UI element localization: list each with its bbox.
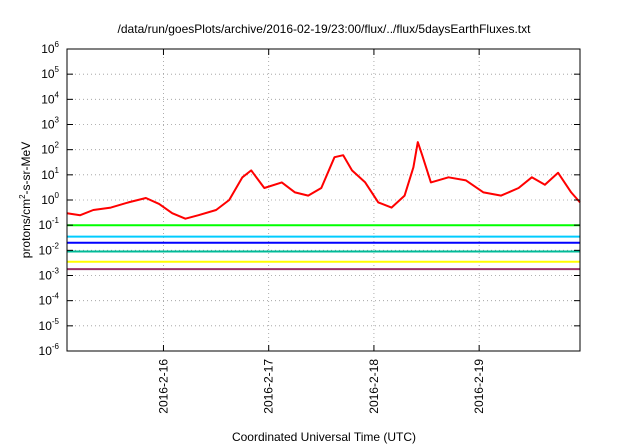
y-tick-label: 10-4 (39, 292, 60, 308)
y-tick-label: 10-3 (39, 267, 60, 283)
series-line-1 (66, 141, 581, 220)
y-tick-label: 10-1 (39, 216, 60, 232)
y-tick-label: 10-5 (39, 317, 60, 333)
y-axis-title-rest: -s-sr-MeV (19, 142, 33, 195)
y-tick-label: 103 (41, 116, 59, 132)
chart-title: /data/run/goesPlots/archive/2016-02-19/2… (118, 22, 532, 36)
series-lines (66, 141, 581, 271)
y-axis-title: protons/cm2-s-sr-MeV (18, 142, 33, 258)
x-tick-label: 2016-2-17 (262, 359, 276, 414)
y-tick-label: 10-2 (39, 241, 60, 257)
x-tick-label: 2016-2-19 (472, 359, 486, 414)
y-axis-title-exponent: 2 (18, 194, 27, 199)
y-tick-label: 105 (41, 65, 59, 81)
y-tick-label: 102 (41, 141, 59, 157)
y-tick-label: 100 (41, 191, 59, 207)
y-axis: 10-6 10-5 10-4 10-3 10-2 10-1 100 101 102 103 104 1… (39, 40, 580, 358)
y-tick-label: 101 (41, 166, 59, 182)
x-axis: 2016-2-16 2016-2-17 2016-2-18 2016-2-19 (156, 49, 486, 414)
x-axis-title: Coordinated Universal Time (UTC) (232, 430, 416, 444)
y-axis-title-base: protons/cm (19, 199, 33, 258)
x-tick-label: 2016-2-16 (156, 359, 170, 414)
grid-lines (67, 49, 580, 351)
y-tick-label: 104 (41, 90, 59, 106)
y-tick-label: 106 (41, 40, 59, 56)
x-tick-label: 2016-2-18 (367, 359, 381, 414)
y-tick-label: 10-6 (39, 342, 60, 358)
